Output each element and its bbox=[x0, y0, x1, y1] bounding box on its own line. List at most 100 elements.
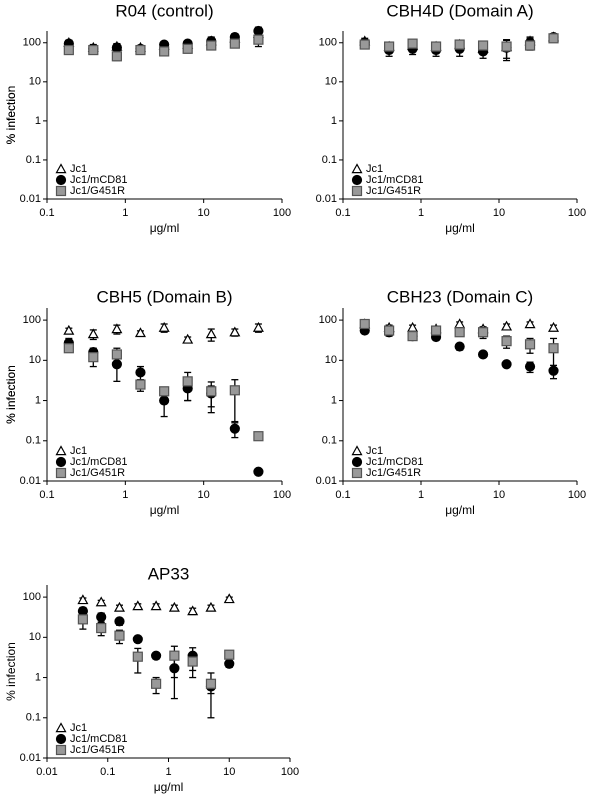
marker bbox=[182, 376, 193, 387]
legend-label: Jc1 bbox=[366, 163, 383, 175]
y-tick-label: 100 bbox=[23, 314, 41, 326]
marker bbox=[159, 386, 170, 397]
x-tick-label: 1 bbox=[122, 207, 128, 219]
marker bbox=[168, 601, 180, 612]
marker bbox=[524, 361, 536, 372]
legend-label: Jc1 bbox=[70, 163, 87, 175]
marker bbox=[454, 39, 465, 50]
legend-marker bbox=[351, 467, 363, 479]
chart-title: R04 (control) bbox=[115, 1, 213, 20]
marker bbox=[454, 327, 465, 338]
legend-marker bbox=[55, 733, 67, 745]
marker bbox=[206, 386, 217, 397]
chart-title: CBH5 (Domain B) bbox=[96, 287, 232, 306]
legend-marker bbox=[351, 185, 363, 197]
legend-marker bbox=[55, 174, 67, 186]
marker bbox=[63, 44, 74, 56]
marker bbox=[229, 38, 240, 49]
legend-marker bbox=[55, 445, 67, 456]
marker bbox=[159, 395, 170, 406]
chart-title: CBH23 (Domain C) bbox=[387, 287, 533, 306]
y-tick-label: 100 bbox=[23, 37, 41, 49]
marker bbox=[253, 466, 264, 477]
x-tick-label: 1 bbox=[122, 489, 128, 501]
y-tick-label: 0.01 bbox=[316, 193, 337, 205]
marker bbox=[182, 333, 194, 344]
x-tick-label: 1 bbox=[165, 766, 171, 778]
legend-marker bbox=[351, 174, 363, 186]
marker bbox=[182, 43, 193, 54]
marker bbox=[524, 40, 536, 51]
marker bbox=[454, 341, 465, 352]
x-tick-label: 100 bbox=[281, 766, 299, 778]
legend-label: Jc1 bbox=[70, 722, 87, 734]
marker bbox=[77, 614, 89, 625]
y-tick-label: 100 bbox=[319, 37, 337, 49]
marker bbox=[63, 343, 74, 354]
y-axis-label: % infection bbox=[4, 86, 18, 145]
panel: CBH5 (Domain B) 0.01 0.1 1 10 100 0.1 1 10 100 μg/… bbox=[4, 287, 291, 517]
y-tick-label: 0.01 bbox=[316, 475, 337, 487]
legend-marker bbox=[351, 456, 363, 468]
marker bbox=[159, 46, 170, 57]
marker bbox=[253, 34, 264, 45]
x-tick-label: 100 bbox=[273, 489, 291, 501]
panel: AP33 0.01 0.1 1 10 100 0.01 0.1 1 10 100 μg/ml % inf… bbox=[4, 564, 299, 794]
marker bbox=[252, 321, 264, 332]
marker bbox=[135, 379, 146, 390]
marker bbox=[111, 42, 122, 53]
legend-label: Jc1/mCD81 bbox=[70, 733, 127, 745]
y-tick-label: 10 bbox=[325, 76, 337, 88]
y-tick-label: 100 bbox=[319, 314, 337, 326]
marker bbox=[205, 678, 217, 689]
marker bbox=[501, 41, 512, 52]
marker bbox=[150, 650, 162, 661]
legend-label: Jc1/G451R bbox=[70, 744, 125, 756]
x-tick-label: 10 bbox=[198, 207, 210, 219]
x-tick-label: 100 bbox=[273, 207, 291, 219]
marker bbox=[158, 321, 170, 332]
marker bbox=[477, 327, 489, 338]
marker bbox=[524, 318, 536, 329]
marker bbox=[132, 600, 144, 611]
marker bbox=[150, 678, 162, 689]
marker bbox=[88, 352, 99, 363]
marker bbox=[501, 359, 512, 370]
legend-marker bbox=[55, 744, 67, 756]
y-tick-label: 1 bbox=[35, 115, 41, 127]
y-axis-label: % infection bbox=[4, 86, 18, 145]
marker bbox=[384, 325, 395, 336]
panel: R04 (control) 0.01 0.1 1 10 100 0.1 1 10 100 μg/ml… bbox=[4, 1, 291, 235]
y-axis-label: % infection bbox=[4, 642, 18, 701]
marker bbox=[454, 318, 466, 329]
panel: CBH23 (Domain C) 0.01 0.1 1 10 100 0.1 1 10 100 μg… bbox=[4, 287, 586, 517]
legend-label: Jc1/G451R bbox=[366, 185, 421, 197]
marker bbox=[407, 321, 419, 332]
marker bbox=[430, 325, 442, 336]
marker bbox=[548, 343, 559, 354]
x-tick-label: 100 bbox=[568, 207, 586, 219]
marker bbox=[87, 328, 99, 339]
marker bbox=[113, 601, 126, 612]
marker bbox=[96, 622, 107, 634]
marker bbox=[111, 51, 122, 62]
legend-label: Jc1/mCD81 bbox=[70, 456, 127, 468]
y-tick-label: 0.1 bbox=[322, 435, 337, 447]
marker bbox=[111, 349, 122, 360]
marker bbox=[359, 39, 370, 50]
marker bbox=[205, 601, 217, 612]
marker bbox=[547, 321, 560, 332]
y-tick-label: 10 bbox=[325, 354, 337, 366]
legend-label: Jc1/mCD81 bbox=[70, 174, 127, 186]
y-tick-label: 100 bbox=[23, 591, 41, 603]
y-tick-label: 10 bbox=[29, 354, 41, 366]
marker bbox=[430, 41, 442, 52]
y-tick-label: 0.1 bbox=[26, 435, 41, 447]
y-tick-label: 0.1 bbox=[26, 154, 41, 166]
marker bbox=[407, 331, 418, 342]
legend-label: Jc1/mCD81 bbox=[366, 174, 423, 186]
x-tick-label: 0.1 bbox=[335, 207, 350, 219]
legend-marker bbox=[55, 185, 67, 197]
x-tick-label: 10 bbox=[198, 489, 210, 501]
